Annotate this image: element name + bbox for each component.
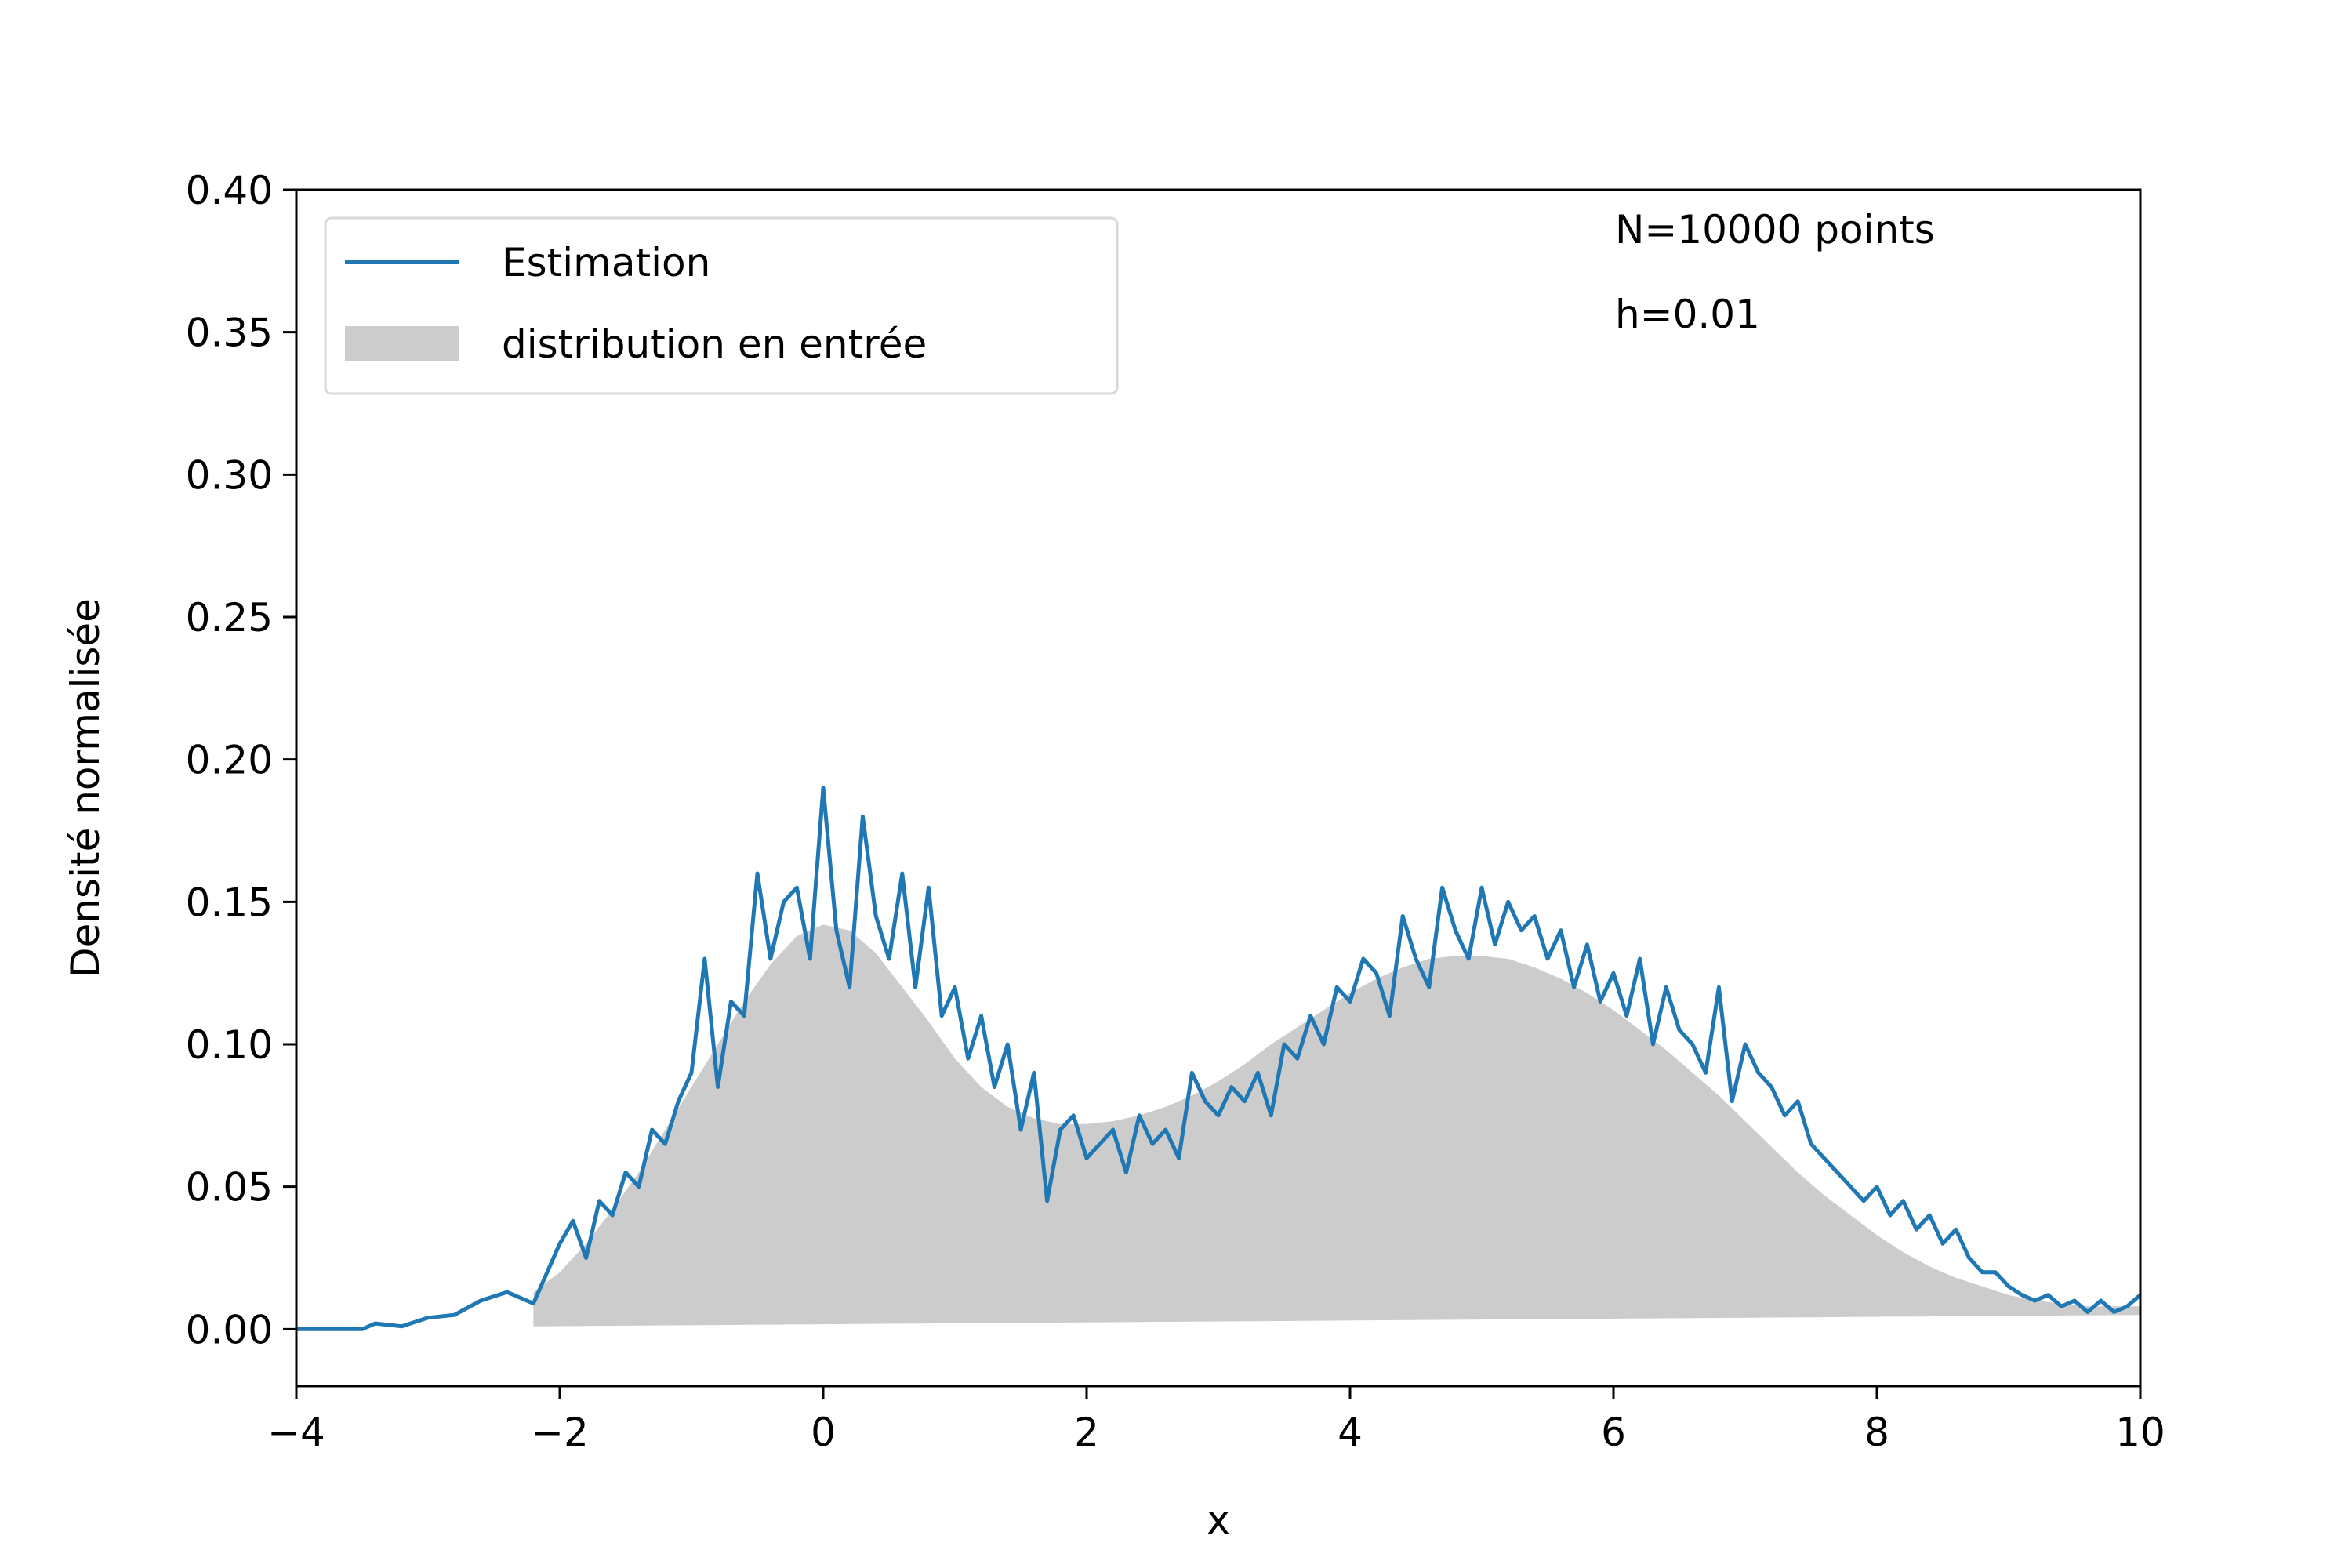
- y-tick-label: 0.35: [186, 310, 273, 356]
- annotation-bandwidth: h=0.01: [1615, 292, 1760, 337]
- legend-area-swatch: [345, 326, 459, 361]
- legend-label-distribution: distribution en entrée: [502, 321, 927, 367]
- legend-box: [324, 216, 1119, 395]
- distribution-area: [533, 924, 2141, 1327]
- x-axis-label: x: [1207, 1497, 1230, 1543]
- y-axis-label: Densité normalisée: [63, 598, 108, 978]
- y-tick-label: 0.10: [186, 1022, 273, 1068]
- x-axis: −4 −2 0 2 4 6 8 10: [267, 1386, 2165, 1455]
- legend: Estimation distribution en entrée: [324, 216, 1119, 395]
- y-tick-label: 0.15: [186, 880, 273, 925]
- x-tick-label: −2: [531, 1410, 589, 1455]
- legend-label-estimation: Estimation: [502, 240, 710, 285]
- x-tick-label: 8: [1864, 1410, 1889, 1455]
- x-tick-label: 0: [811, 1410, 836, 1455]
- x-tick-label: 2: [1074, 1410, 1099, 1455]
- y-tick-label: 0.25: [186, 595, 273, 641]
- plot-area: [296, 786, 2142, 1331]
- x-tick-label: −4: [267, 1410, 325, 1455]
- y-axis: 0.00 0.05 0.10 0.15 0.20 0.25 0.30 0.35 0.40: [186, 168, 296, 1352]
- annotation-n-points: N=10000 points: [1615, 207, 1935, 252]
- y-tick-label: 0.00: [186, 1307, 273, 1352]
- x-tick-label: 4: [1338, 1410, 1363, 1455]
- y-tick-label: 0.20: [186, 738, 273, 783]
- axes-frame: [295, 188, 2142, 1388]
- y-tick-label: 0.30: [186, 452, 273, 498]
- x-tick-label: 6: [1601, 1410, 1626, 1455]
- estimation-line: [296, 786, 2142, 1331]
- x-tick-label: 10: [2115, 1410, 2165, 1455]
- y-tick-label: 0.05: [186, 1165, 273, 1210]
- y-tick-label: 0.40: [186, 168, 273, 213]
